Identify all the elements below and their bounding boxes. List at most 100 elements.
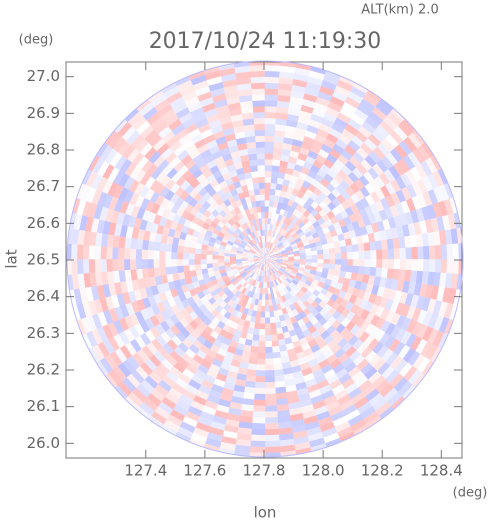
radar-cell [235,258,242,262]
radar-cell [258,334,266,342]
radar-cell [264,299,269,307]
radar-cell [152,249,160,260]
radar-cell [135,248,143,260]
radar-cell [282,256,289,260]
radar-cell [249,440,266,448]
radar-cell [417,258,425,272]
radar-cell [76,258,84,275]
radar-cell [254,381,266,389]
radar-cell [294,255,301,260]
radar-cell [141,258,148,269]
radar-cell [259,317,266,324]
y-tick-label: 27.0 [27,67,60,85]
radar-cell [205,258,213,264]
radar-cell [264,135,275,142]
radar-cell [70,258,78,275]
radar-cell [264,334,272,342]
radar-cell [264,358,274,366]
radar-cell [264,188,271,195]
radar-cell [82,258,90,274]
radar-cell [264,387,276,395]
radar-cell [257,164,266,172]
radar-cell [411,258,419,272]
x-tick-label: 128.0 [302,462,345,480]
radar-cell [264,164,273,172]
range-ring [66,60,464,458]
radar-cell [276,257,283,260]
radar-cell [264,428,280,436]
radar-cell [264,352,274,360]
y-tick-label: 26.0 [27,434,60,452]
radar-cell [264,329,272,336]
annotation: ALT(km) 2.0 [361,3,438,18]
radar-cell [141,249,148,260]
y-tick-label: 26.1 [27,397,60,415]
radar-cell [264,340,273,348]
radar-cell [182,245,190,254]
radar-cell [182,252,190,260]
radar-cell [264,94,279,101]
radar-cell [328,247,336,255]
radar-cell [264,158,274,166]
radar-cell [264,129,276,137]
radar-cell [452,243,460,260]
radar-cell [440,258,448,274]
y-tick-label: 26.7 [27,177,60,195]
radar-cell [253,399,266,407]
radar-cell [270,328,278,336]
radar-cell [211,262,219,268]
y-unit: (deg) [19,33,54,48]
radar-cell [264,82,280,90]
radar-cell [452,258,460,275]
radar-cell [440,244,448,260]
radar-cell [256,205,262,213]
radar-cell [264,393,277,401]
y-tick-label: 26.8 [27,141,60,159]
radar-cell [261,211,266,219]
radar-cell [264,288,269,295]
radar-cell [67,243,72,260]
radar-cell [264,123,276,131]
radar-cell [170,251,178,260]
radar-cell [164,250,172,260]
radar-cell [340,245,348,254]
radar-cell [376,249,383,260]
radar-cell [264,311,270,319]
radar-cell [393,258,401,270]
radar-cell [258,329,266,336]
radar-cell [256,358,266,366]
radar-cell [264,170,273,178]
radar-cell [135,258,143,270]
radar-cell [340,264,348,273]
radar-cell [264,176,272,184]
radar-cell [334,246,342,254]
radar-cell [351,244,360,253]
radar-cell [259,194,266,201]
radar-cell [399,247,407,260]
radar-cell [250,345,259,354]
x-tick-label: 127.4 [124,462,167,480]
radar-cell [176,251,184,260]
radar-cell [254,387,266,395]
x-unit: (deg) [453,486,488,501]
radar-cell [250,164,259,173]
radar-cell [329,253,336,260]
radar-cell [206,262,213,269]
radar-cell [264,305,270,313]
radar-cell [251,334,260,342]
radar-cell [370,249,378,260]
radar-cell [252,411,266,419]
radar-cell [147,258,154,269]
radar-cell [428,258,436,273]
radar-cell [164,258,172,268]
radar-cell [253,111,266,119]
radar-cell [364,258,372,268]
radar-cell [264,152,274,160]
radar-cell [264,117,277,125]
radar-cell [251,88,266,96]
radar-cell [249,452,266,457]
radar-cell [264,417,279,424]
y-axis-label: lat [3,249,21,268]
radar-cell [264,99,278,107]
